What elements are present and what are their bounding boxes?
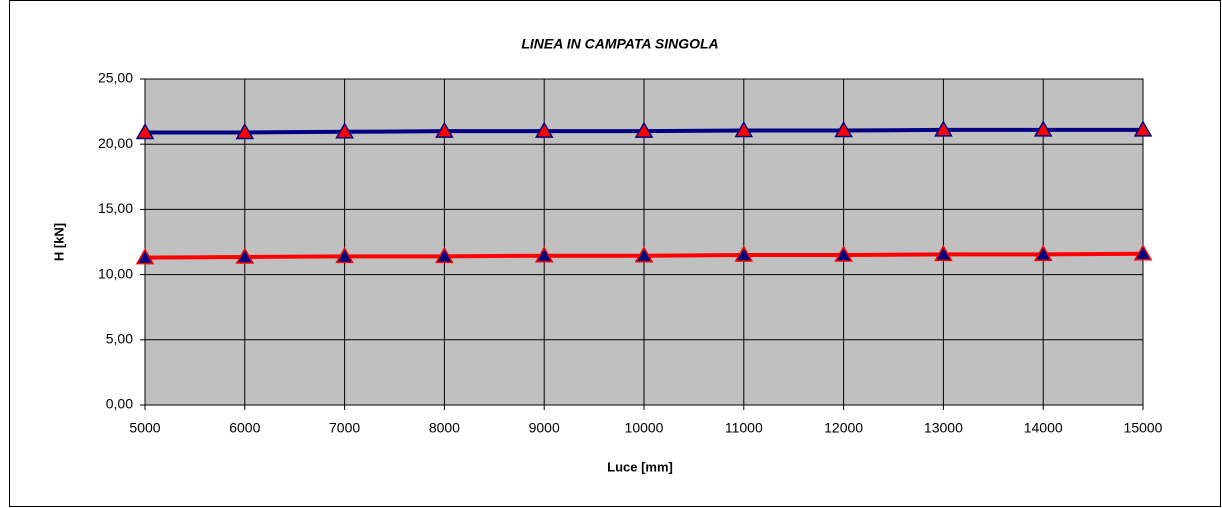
- y-tick-label: 5,00: [106, 331, 133, 347]
- x-tick-label: 7000: [329, 420, 360, 436]
- x-tick-label: 9000: [529, 420, 560, 436]
- x-tick-label: 10000: [625, 420, 664, 436]
- y-tick-label: 20,00: [98, 135, 133, 151]
- plot-border: [144, 78, 1144, 406]
- marker: [1133, 120, 1153, 137]
- y-tick-label: 10,00: [98, 265, 133, 281]
- x-tick-label: 15000: [1124, 420, 1163, 436]
- marker: [135, 122, 155, 140]
- marker: [1033, 120, 1053, 137]
- x-tick-label: 11000: [725, 420, 763, 436]
- x-tick-label: 8000: [429, 420, 460, 436]
- marker: [834, 245, 853, 262]
- x-tick-label: 5000: [129, 420, 160, 436]
- marker: [335, 246, 354, 264]
- x-tick-label: 12000: [824, 420, 863, 436]
- marker: [435, 121, 454, 138]
- x-tick-label: 6000: [229, 420, 260, 436]
- marker: [734, 245, 754, 262]
- marker: [534, 121, 554, 138]
- marker: [834, 120, 853, 138]
- marker: [734, 120, 754, 138]
- marker: [235, 247, 255, 264]
- x-tick-label: 13000: [924, 420, 963, 436]
- marker: [135, 248, 155, 265]
- marker: [534, 246, 554, 263]
- y-tick-label: 15,00: [98, 200, 133, 216]
- marker: [634, 246, 654, 263]
- y-tick-label: 25,00: [98, 70, 133, 86]
- marker: [634, 121, 654, 138]
- y-tick-label: 0,00: [106, 396, 133, 412]
- x-tick-label: 14000: [1024, 420, 1063, 436]
- marker: [1133, 244, 1153, 261]
- marker: [335, 122, 354, 139]
- marker: [1033, 244, 1053, 262]
- marker: [435, 246, 454, 264]
- marker: [934, 244, 953, 262]
- marker: [934, 120, 953, 137]
- marker: [235, 122, 255, 140]
- chart-title: LINEA IN CAMPATA SINGOLA: [521, 36, 718, 52]
- x-axis-label: Luce [mm]: [607, 459, 673, 474]
- y-axis-label: H [kN]: [51, 223, 66, 261]
